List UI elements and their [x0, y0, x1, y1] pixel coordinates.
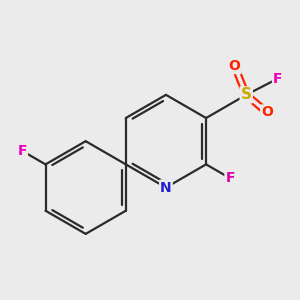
Text: S: S: [241, 87, 252, 102]
Text: F: F: [225, 171, 235, 185]
Text: F: F: [17, 144, 27, 158]
Text: O: O: [261, 106, 273, 119]
Text: F: F: [273, 72, 283, 86]
Text: N: N: [160, 181, 172, 194]
Text: O: O: [229, 59, 241, 73]
